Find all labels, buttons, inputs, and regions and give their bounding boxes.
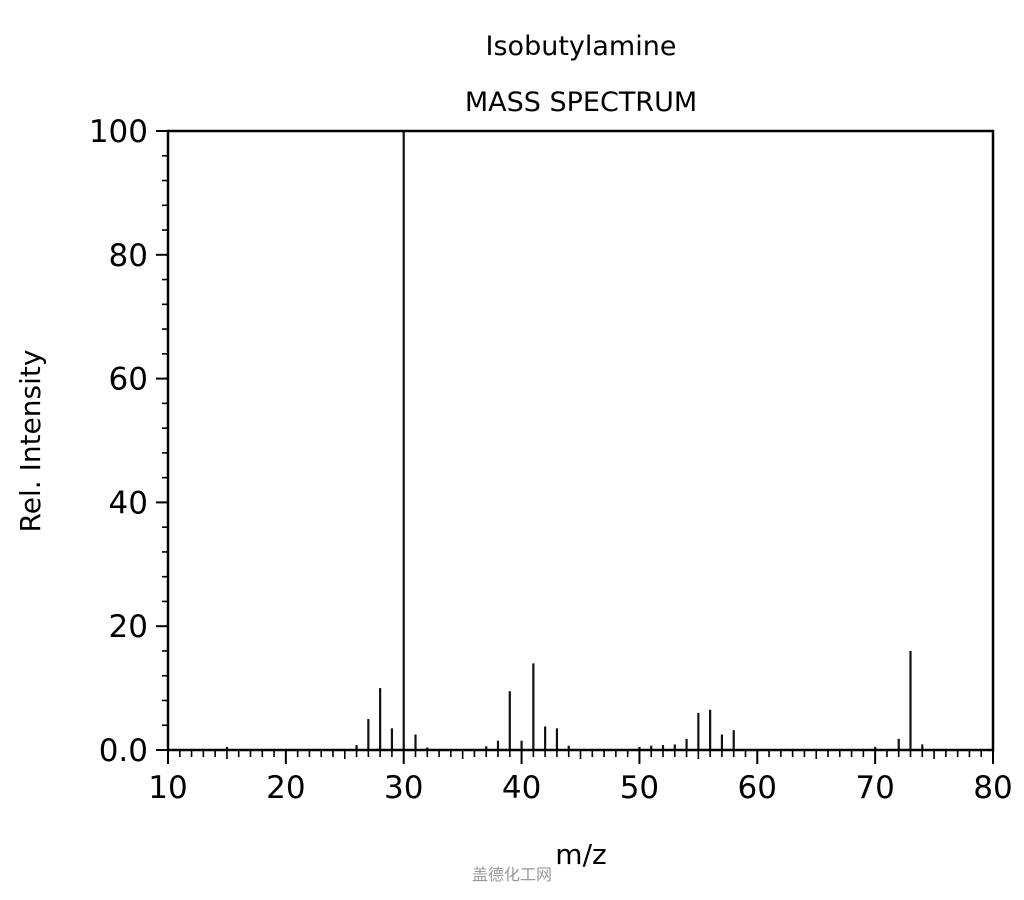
y-axis-label: Rel. Intensity (14, 350, 47, 533)
x-axis-label: m/z (555, 838, 606, 871)
x-tick-label-60: 60 (738, 770, 777, 806)
x-tick-label-40: 40 (502, 770, 541, 806)
x-tick-label-30: 30 (384, 770, 423, 806)
axis-ticks (156, 130, 994, 764)
y-tick-label-40: 40 (109, 485, 148, 521)
x-tick-label-80: 80 (973, 770, 1012, 806)
x-tick-label-10: 10 (148, 770, 187, 806)
watermark: 盖德化工网 (472, 865, 552, 884)
x-tick-label-70: 70 (855, 770, 894, 806)
chart-title: Isobutylamine (486, 31, 677, 62)
axis-tick-labels: 10 20 30 40 50 60 70 80 0.0 20 40 60 80 100 (89, 114, 1013, 806)
x-tick-label-50: 50 (620, 770, 659, 806)
x-tick-label-20: 20 (266, 770, 305, 806)
y-tick-label-0: 0.0 (99, 733, 148, 769)
y-tick-label-20: 20 (109, 609, 148, 645)
y-tick-label-60: 60 (109, 362, 148, 398)
chart-subtitle: MASS SPECTRUM (465, 87, 697, 118)
spectrum-peaks (225, 131, 924, 750)
y-tick-label-100: 100 (89, 114, 148, 150)
plot-frame (166, 129, 995, 752)
y-tick-label-80: 80 (109, 238, 148, 274)
